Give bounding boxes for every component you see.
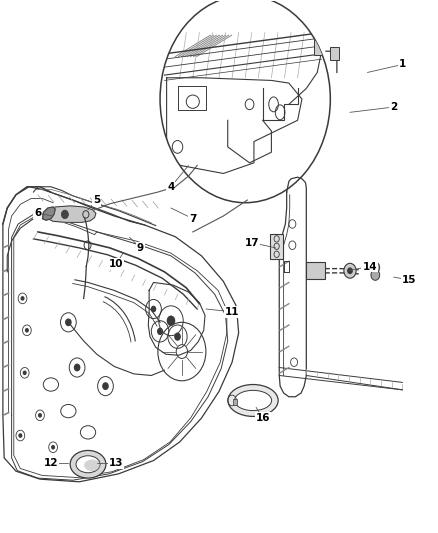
Ellipse shape	[70, 450, 106, 478]
Text: 2: 2	[390, 102, 397, 112]
Circle shape	[371, 262, 380, 273]
Circle shape	[74, 365, 80, 370]
Text: 5: 5	[93, 195, 100, 205]
Circle shape	[157, 328, 163, 335]
Circle shape	[174, 333, 181, 341]
FancyBboxPatch shape	[233, 399, 237, 405]
Circle shape	[39, 414, 41, 417]
Text: 17: 17	[244, 238, 259, 247]
Text: 11: 11	[225, 306, 239, 317]
Text: 16: 16	[255, 413, 270, 423]
Text: 4: 4	[167, 182, 175, 192]
Text: 10: 10	[109, 259, 124, 269]
Ellipse shape	[228, 384, 278, 416]
Ellipse shape	[84, 459, 101, 471]
Circle shape	[167, 316, 175, 326]
Circle shape	[160, 0, 330, 203]
Circle shape	[66, 319, 71, 326]
Polygon shape	[42, 207, 55, 220]
Circle shape	[52, 446, 54, 449]
FancyBboxPatch shape	[306, 262, 325, 279]
Text: 7: 7	[189, 214, 197, 224]
Circle shape	[348, 268, 352, 273]
Circle shape	[23, 371, 26, 374]
Text: 1: 1	[399, 60, 406, 69]
Circle shape	[344, 263, 356, 278]
FancyBboxPatch shape	[314, 39, 325, 55]
Polygon shape	[46, 206, 96, 222]
Ellipse shape	[234, 390, 272, 410]
Circle shape	[21, 297, 24, 300]
Circle shape	[151, 306, 156, 312]
FancyBboxPatch shape	[330, 47, 339, 60]
FancyBboxPatch shape	[270, 234, 283, 259]
Circle shape	[25, 329, 28, 332]
Circle shape	[19, 434, 21, 437]
Text: 12: 12	[44, 458, 58, 468]
Text: 9: 9	[137, 243, 144, 253]
Text: 14: 14	[362, 262, 377, 271]
Circle shape	[371, 270, 380, 280]
Ellipse shape	[76, 456, 100, 473]
Text: 13: 13	[109, 458, 124, 468]
Text: 15: 15	[402, 275, 416, 285]
Circle shape	[61, 210, 68, 219]
Text: 6: 6	[34, 208, 42, 219]
Circle shape	[103, 383, 108, 389]
